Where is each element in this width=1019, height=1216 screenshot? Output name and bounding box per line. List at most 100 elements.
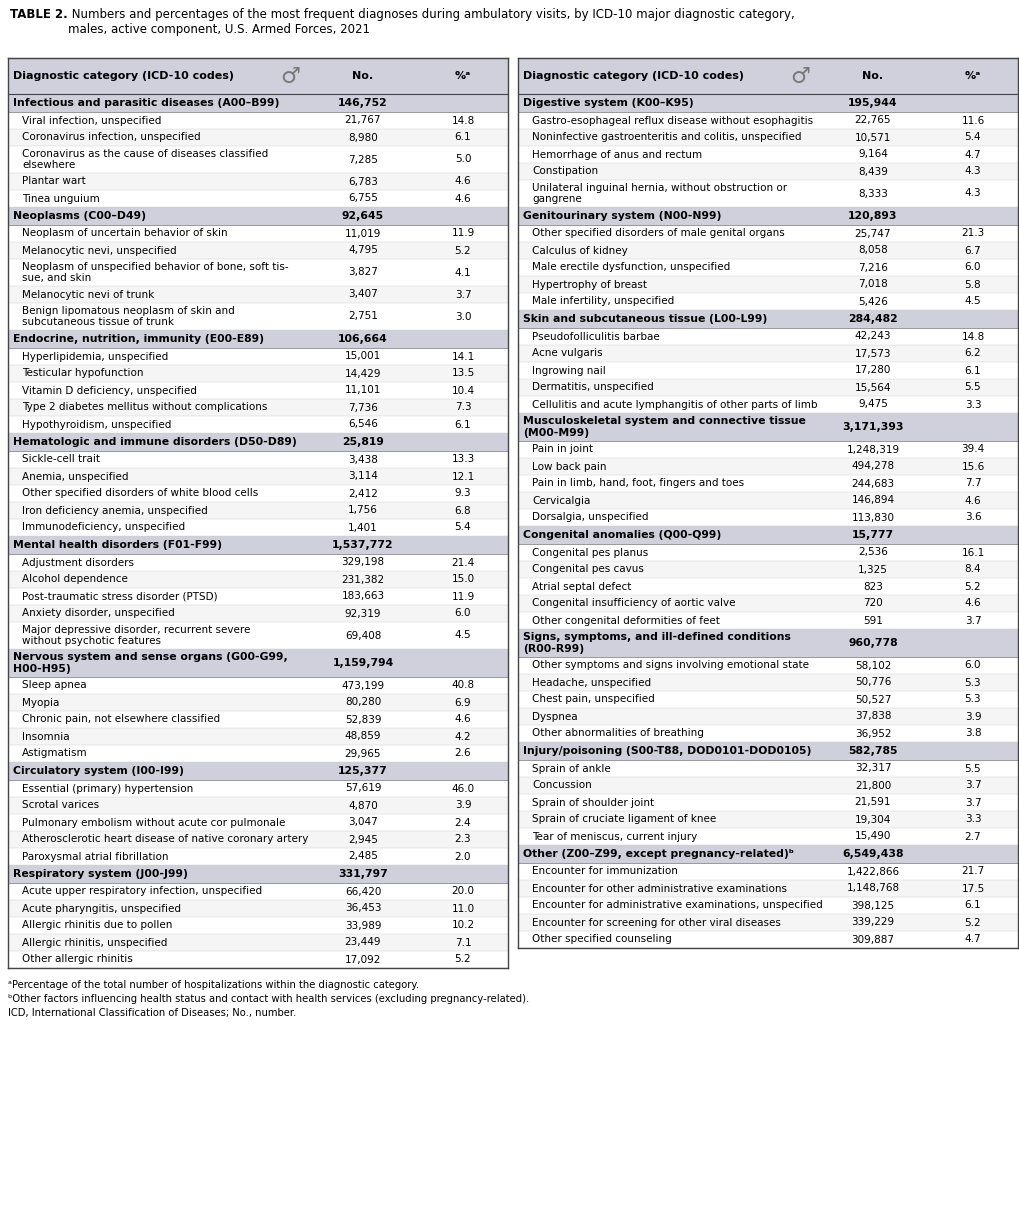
Text: Vitamin D deficiency, unspecified: Vitamin D deficiency, unspecified [22,385,197,395]
Text: 37,838: 37,838 [854,711,891,721]
Text: Astigmatism: Astigmatism [22,749,88,759]
Bar [518,310,1017,328]
Text: 14.8: 14.8 [451,116,474,125]
Bar [518,931,1017,948]
Text: Dermatitis, unspecified: Dermatitis, unspecified [532,383,653,393]
Text: 6.7: 6.7 [964,246,980,255]
Text: 3.7: 3.7 [964,798,980,807]
Text: 7.1: 7.1 [454,938,471,947]
Text: 11,019: 11,019 [344,229,381,238]
Text: 15.0: 15.0 [451,574,474,585]
Text: 1,148,768: 1,148,768 [846,884,899,894]
Text: ᵃPercentage of the total number of hospitalizations within the diagnostic catego: ᵃPercentage of the total number of hospi… [8,980,419,990]
Text: Immunodeficiency, unspecified: Immunodeficiency, unspecified [22,523,184,533]
Text: Tear of meniscus, current injury: Tear of meniscus, current injury [532,832,697,841]
Text: 5.0: 5.0 [454,154,471,164]
Text: Encounter for administrative examinations, unspecified: Encounter for administrative examination… [532,901,822,911]
Text: 4.6: 4.6 [454,715,471,725]
Text: 15,564: 15,564 [854,383,891,393]
Bar [518,845,1017,863]
Text: Dyspnea: Dyspnea [532,711,577,721]
Bar [8,951,507,968]
Text: 12.1: 12.1 [451,472,474,482]
Text: Pseudofolliculitis barbae: Pseudofolliculitis barbae [532,332,659,342]
Text: 9.3: 9.3 [454,489,471,499]
Text: Tinea unguium: Tinea unguium [22,193,100,203]
Text: 4.2: 4.2 [454,732,471,742]
Text: 10.2: 10.2 [451,921,474,930]
Text: 2,536: 2,536 [857,547,888,557]
Text: 8,333: 8,333 [857,188,888,198]
Bar [518,657,1017,674]
Text: 57,619: 57,619 [344,783,381,794]
Text: Nervous system and sense organs (G00-G99,
H00-H95): Nervous system and sense organs (G00-G99… [13,652,287,674]
Bar [8,433,507,451]
Text: Encounter for other administrative examinations: Encounter for other administrative exami… [532,884,787,894]
Text: 21.7: 21.7 [961,867,983,877]
Text: Adjustment disorders: Adjustment disorders [22,557,133,568]
Text: 1,248,319: 1,248,319 [846,445,899,455]
Text: 7,736: 7,736 [347,402,378,412]
Text: 5.8: 5.8 [964,280,980,289]
Text: 11.6: 11.6 [961,116,983,125]
Bar [518,293,1017,310]
Bar [8,848,507,865]
Text: Insomnia: Insomnia [22,732,69,742]
Text: Concussion: Concussion [532,781,591,790]
Bar [8,606,507,623]
Text: Plantar wart: Plantar wart [22,176,86,186]
Bar [518,629,1017,657]
Bar [518,225,1017,242]
Text: Viral infection, unspecified: Viral infection, unspecified [22,116,161,125]
Text: Post-traumatic stress disorder (PTSD): Post-traumatic stress disorder (PTSD) [22,591,217,602]
Text: Neoplasm of uncertain behavior of skin: Neoplasm of uncertain behavior of skin [22,229,227,238]
Text: 4,795: 4,795 [347,246,378,255]
Text: 42,243: 42,243 [854,332,891,342]
Text: 6,783: 6,783 [347,176,378,186]
Bar [8,831,507,848]
Text: 2,751: 2,751 [347,311,378,321]
Text: Noninfective gastroenteritis and colitis, unspecified: Noninfective gastroenteritis and colitis… [532,133,801,142]
Text: 125,377: 125,377 [337,766,387,776]
Bar [8,485,507,502]
Text: 17.5: 17.5 [961,884,983,894]
Bar [8,519,507,536]
Text: 15.6: 15.6 [961,462,983,472]
Text: 9,164: 9,164 [857,150,888,159]
Text: No.: No. [353,71,373,81]
Text: 8,058: 8,058 [857,246,887,255]
Bar [8,865,507,883]
Text: Neoplasms (C00–D49): Neoplasms (C00–D49) [13,212,146,221]
Text: 8,980: 8,980 [347,133,377,142]
Text: 6.9: 6.9 [454,698,471,708]
Text: 16.1: 16.1 [961,547,983,557]
Text: Sprain of cruciate ligament of knee: Sprain of cruciate ligament of knee [532,815,715,824]
Text: Unilateral inguinal hernia, without obstruction or
gangrene: Unilateral inguinal hernia, without obst… [532,182,787,204]
Text: 11.0: 11.0 [451,903,474,913]
Text: Coronavirus infection, unspecified: Coronavirus infection, unspecified [22,133,201,142]
Text: 17,573: 17,573 [854,349,891,359]
Bar [518,794,1017,811]
Bar [518,527,1017,544]
Text: 4.6: 4.6 [964,598,980,608]
Bar [518,58,1017,94]
Text: 4.7: 4.7 [964,150,980,159]
Text: 9,475: 9,475 [857,400,888,410]
Text: 4.5: 4.5 [964,297,980,306]
Text: 11.9: 11.9 [451,591,474,602]
Text: 66,420: 66,420 [344,886,381,896]
Text: 7,216: 7,216 [857,263,888,272]
Bar [518,207,1017,225]
Bar [518,441,1017,458]
Text: 3,407: 3,407 [347,289,377,299]
Text: 2,485: 2,485 [347,851,378,861]
Text: Signs, symptoms, and ill-defined conditions
(R00-R99): Signs, symptoms, and ill-defined conditi… [523,632,790,654]
Text: 39.4: 39.4 [961,445,983,455]
Text: No.: No. [862,71,882,81]
Text: Sprain of shoulder joint: Sprain of shoulder joint [532,798,653,807]
Text: Hypothyroidism, unspecified: Hypothyroidism, unspecified [22,420,171,429]
Text: Mental health disorders (F01-F99): Mental health disorders (F01-F99) [13,540,222,550]
Bar [8,416,507,433]
Text: TABLE 2.: TABLE 2. [10,9,67,21]
Bar [518,897,1017,914]
